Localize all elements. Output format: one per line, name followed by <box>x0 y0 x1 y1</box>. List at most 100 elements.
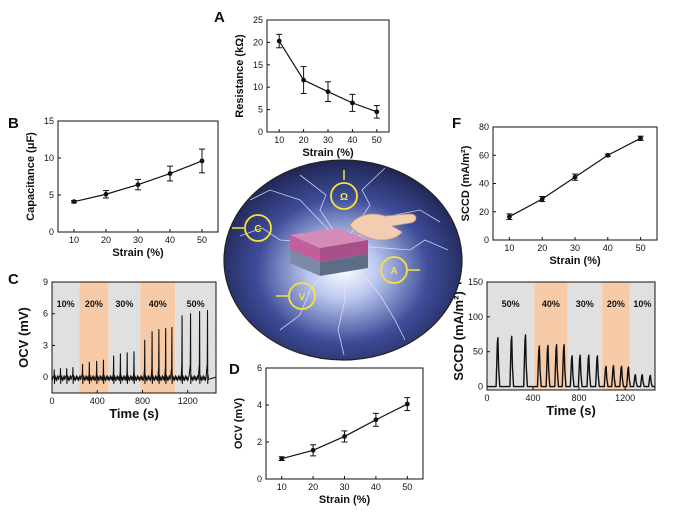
x-tick-label: 0 <box>484 393 489 403</box>
data-point <box>374 109 380 115</box>
band-label: 40% <box>542 299 560 309</box>
x-tick-label: 400 <box>526 393 541 403</box>
data-point <box>325 89 331 95</box>
x-tick-label: 800 <box>572 393 587 403</box>
y-tick-label: 3 <box>43 340 48 350</box>
x-axis-title: Time (s) <box>546 403 596 418</box>
panel-letter-b: B <box>8 115 19 132</box>
y-tick-label: 50 <box>473 347 483 357</box>
data-point <box>167 171 173 176</box>
x-tick-label: 50 <box>636 243 646 253</box>
data-point <box>350 100 355 106</box>
voltmeter-symbol-icon: V <box>276 282 316 310</box>
x-tick-label: 20 <box>537 243 547 253</box>
panel-letter-a: A <box>214 9 225 26</box>
data-point <box>638 135 643 141</box>
strain-band <box>52 282 80 393</box>
y-axis-title: OCV (mV) <box>233 397 245 449</box>
x-tick-label: 1200 <box>615 393 635 403</box>
y-tick-label: 20 <box>479 207 489 217</box>
data-point <box>135 182 141 188</box>
y-tick-label: 150 <box>468 277 483 287</box>
x-tick-label: 30 <box>570 243 580 253</box>
x-tick-label: 800 <box>135 396 150 406</box>
band-label: 20% <box>85 299 103 309</box>
device-top-front <box>290 235 320 262</box>
y-tick-label: 5 <box>49 190 54 200</box>
band-label: 50% <box>502 299 520 309</box>
x-tick-label: 40 <box>371 482 381 492</box>
device-bottom-front <box>290 249 320 276</box>
x-tick-label: 50 <box>402 482 412 492</box>
band-label: 30% <box>115 299 133 309</box>
panel-letter-d: D <box>229 361 240 378</box>
y-tick-label: 10 <box>44 153 54 163</box>
data-point <box>404 401 410 407</box>
data-point <box>373 417 379 423</box>
data-point <box>507 214 512 220</box>
plot-e-sccd-time: 50% 40% 30% 20% 10% 0 400 800 1200 0 50 100 150 Time … <box>451 277 656 418</box>
band-label: 20% <box>607 299 625 309</box>
x-tick-label: 20 <box>308 482 318 492</box>
device-top-face <box>290 228 368 248</box>
y-axis-title: Capacitance (μF) <box>25 132 37 221</box>
x-tick-label: 400 <box>90 396 105 406</box>
band-label: 10% <box>57 299 75 309</box>
y-tick-label: 0 <box>478 382 483 392</box>
plot-frame <box>266 19 390 133</box>
svg-text:C: C <box>254 224 261 235</box>
device-bottom-side <box>320 254 368 276</box>
band-label: 50% <box>187 299 205 309</box>
plot-frame <box>265 367 424 480</box>
y-tick-label: 9 <box>43 277 48 287</box>
plot-frame <box>51 281 217 394</box>
device-illustration: Ω C A V <box>223 159 463 361</box>
strain-band <box>629 282 655 390</box>
data-point <box>342 434 347 439</box>
y-tick-label: 5 <box>258 105 263 115</box>
y-tick-label: 6 <box>43 309 48 319</box>
x-tick-label: 30 <box>133 235 143 245</box>
band-label: 40% <box>149 299 167 309</box>
y-tick-label: 0 <box>484 235 489 245</box>
y-axis-title: SCCD (mA/m²) <box>460 145 472 221</box>
data-point <box>279 456 285 462</box>
y-tick-label: 100 <box>468 312 483 322</box>
data-point <box>71 199 77 205</box>
x-tick-label: 20 <box>299 135 309 145</box>
signal-trace <box>487 334 655 388</box>
x-axis-title: Time (s) <box>109 406 159 421</box>
y-axis-title: SCCD (mA/m²) <box>451 291 466 381</box>
y-tick-label: 20 <box>253 37 263 47</box>
band-label: 30% <box>576 299 594 309</box>
data-point <box>199 158 205 164</box>
x-tick-label: 40 <box>603 243 613 253</box>
x-tick-label: 20 <box>101 235 111 245</box>
y-tick-label: 0 <box>43 372 48 382</box>
y-tick-label: 0 <box>258 127 263 137</box>
band-label: 10% <box>633 299 651 309</box>
data-point <box>605 152 611 158</box>
y-tick-label: 80 <box>479 122 489 132</box>
plot-b-capacitance: 10 20 30 40 50 0 5 10 15 Strain (%) Capacitance (μ… <box>25 116 219 259</box>
y-tick-label: 25 <box>253 15 263 25</box>
data-point <box>276 38 282 44</box>
y-tick-label: 15 <box>44 116 54 126</box>
data-point <box>310 447 316 453</box>
device-top-side <box>320 240 368 262</box>
svg-text:Ω: Ω <box>340 192 348 203</box>
plot-c-ocv-time: 10% 20% 30% 40% 50% 0 400 800 1200 0 3 6 9 Time (s) OC… <box>16 277 217 421</box>
panel-letter-c: C <box>8 271 19 288</box>
signal-trace <box>51 309 217 385</box>
data-point <box>572 174 578 180</box>
x-axis-title: Strain (%) <box>302 147 354 159</box>
y-tick-label: 60 <box>479 150 489 160</box>
y-tick-label: 10 <box>253 82 263 92</box>
x-axis-title: Strain (%) <box>112 247 164 259</box>
y-tick-label: 15 <box>253 60 263 70</box>
y-axis-title: Resistance (kΩ) <box>234 34 246 118</box>
y-tick-label: 2 <box>257 437 262 447</box>
y-tick-label: 0 <box>257 474 262 484</box>
x-tick-label: 10 <box>277 482 287 492</box>
data-point <box>301 77 306 83</box>
